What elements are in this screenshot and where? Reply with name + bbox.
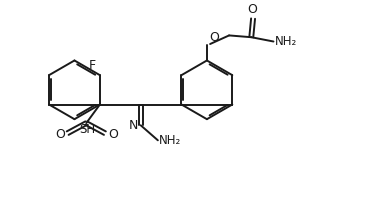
Text: O: O xyxy=(248,3,257,16)
Text: F: F xyxy=(88,59,96,72)
Text: N: N xyxy=(129,119,138,132)
Text: SH: SH xyxy=(79,123,95,136)
Text: O: O xyxy=(108,128,118,141)
Text: O: O xyxy=(55,128,65,141)
Text: O: O xyxy=(209,31,219,44)
Text: NH₂: NH₂ xyxy=(159,134,181,147)
Text: NH₂: NH₂ xyxy=(275,35,297,48)
